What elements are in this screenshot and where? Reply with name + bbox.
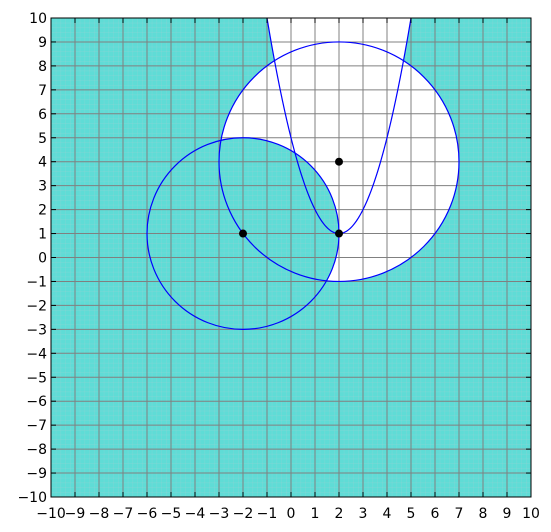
x-tick-label: −10 (36, 506, 66, 522)
x-tick-label: 7 (455, 506, 464, 522)
y-tick-label: 9 (38, 35, 47, 51)
points (239, 157, 343, 238)
x-tick-label: −5 (161, 506, 182, 522)
x-tick-label: −7 (113, 506, 134, 522)
x-tick-label: −4 (185, 506, 206, 522)
y-tick-label: 10 (29, 11, 47, 27)
x-tick-label: −8 (89, 506, 110, 522)
y-tick-label: 3 (38, 179, 47, 195)
x-tick-label: 8 (479, 506, 488, 522)
x-tick-label: 0 (287, 506, 296, 522)
y-tick-label: 6 (38, 107, 47, 123)
y-tick-label: 7 (38, 83, 47, 99)
x-tick-label: 3 (359, 506, 368, 522)
y-tick-label: 2 (38, 203, 47, 219)
y-tick-label: −1 (26, 274, 47, 290)
y-tick-label: 5 (38, 131, 47, 147)
y-tick-label: −6 (26, 394, 47, 410)
data-point-1 (239, 229, 247, 238)
data-point-2 (335, 229, 343, 238)
x-tick-label: 6 (431, 506, 440, 522)
y-tick-label: −9 (26, 466, 47, 482)
x-tick-label: 2 (335, 506, 344, 522)
y-tick-label: 8 (38, 59, 47, 75)
circle-curve-2 (218, 41, 460, 283)
y-tick-label: −7 (26, 418, 47, 434)
data-point-3 (335, 157, 343, 166)
x-tick-label: 9 (503, 506, 512, 522)
x-tick-label: 5 (407, 506, 416, 522)
y-tick-label: −3 (26, 322, 47, 338)
x-tick-label: −6 (137, 506, 158, 522)
y-tick-label: 1 (38, 227, 47, 243)
y-tick-label: −2 (26, 298, 47, 314)
x-tick-label: −3 (209, 506, 230, 522)
x-tick-label: −9 (65, 506, 86, 522)
y-tick-label: −10 (17, 490, 47, 506)
plot-area (50, 17, 532, 498)
x-tick-label: −1 (257, 506, 278, 522)
y-tick-label: 4 (38, 155, 47, 171)
y-tick-label: −5 (26, 370, 47, 386)
y-tick-label: −4 (26, 346, 47, 362)
x-tick-label: 10 (522, 506, 540, 522)
major-grid (50, 17, 532, 498)
y-tick-label: 0 (38, 251, 47, 267)
x-tick-label: 4 (383, 506, 392, 522)
y-tick-label: −8 (26, 442, 47, 458)
x-axis-ticks: −10−9 −8 −7 −6 −5 −4 −3 −2 −1 0 1 2 3 4 5 6 7 8 9 10 (36, 18, 540, 522)
x-tick-label: −2 (233, 506, 254, 522)
x-tick-label: 1 (311, 506, 320, 522)
